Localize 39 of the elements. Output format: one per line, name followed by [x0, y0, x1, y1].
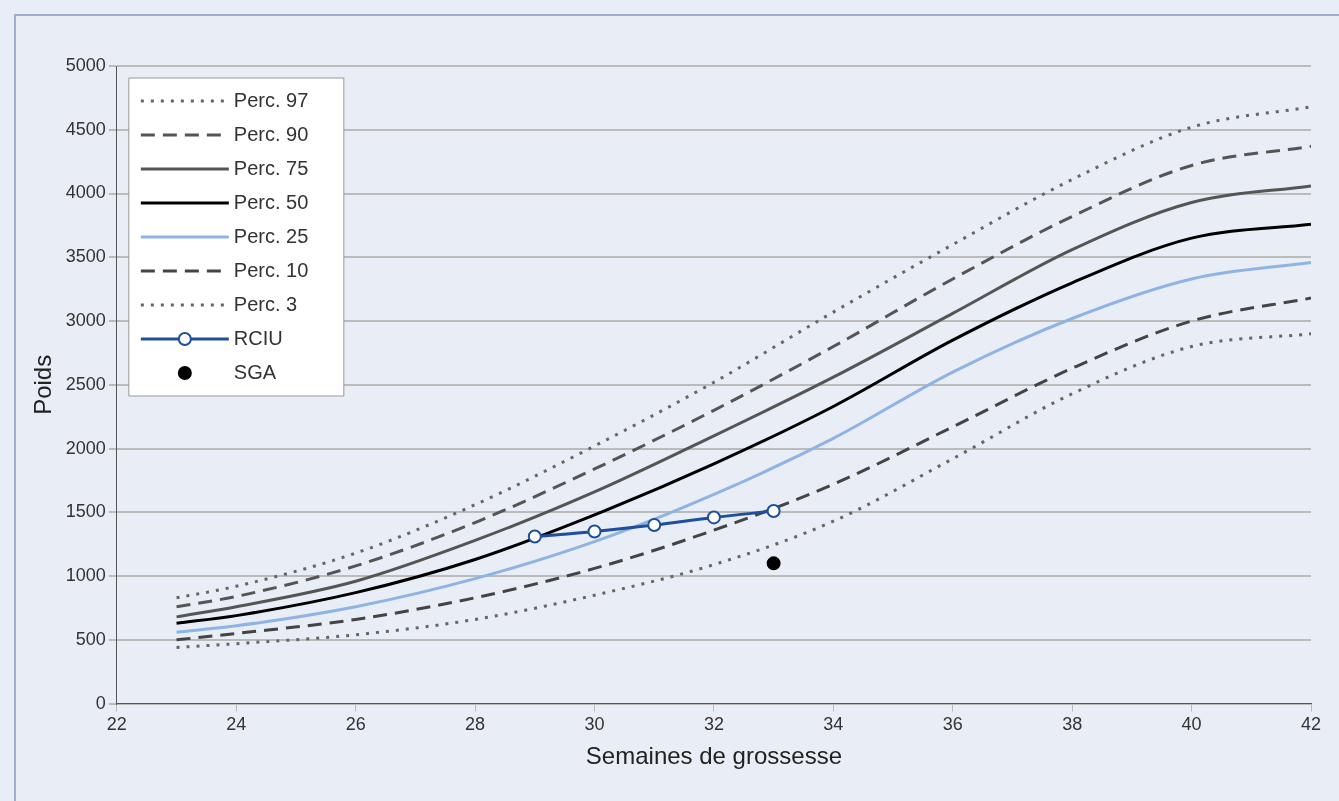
y-tick-label: 4500 — [65, 118, 106, 139]
point — [766, 504, 781, 519]
x-tick-label: 24 — [226, 714, 247, 735]
x-tick-label: 38 — [1062, 714, 1083, 735]
legend-label: Perc. 90 — [233, 122, 309, 145]
point — [766, 556, 781, 571]
y-tick-label: 4000 — [65, 182, 106, 203]
y-tick-label: 2500 — [65, 373, 106, 394]
x-tick-label: 40 — [1181, 714, 1202, 735]
y-tick-label: 3500 — [65, 246, 106, 267]
legend-label: SGA — [233, 360, 277, 383]
y-tick-label: 3000 — [65, 310, 106, 331]
x-axis-title: Semaines de grossesse — [585, 742, 842, 770]
x-tick-label: 36 — [942, 714, 963, 735]
legend-label: Perc. 3 — [233, 292, 298, 315]
legend-label: RCIU — [233, 326, 283, 349]
y-axis-title: Poids — [29, 354, 57, 415]
y-tick-label: 2000 — [65, 437, 106, 458]
point — [706, 510, 721, 525]
legend-label: Perc. 75 — [233, 156, 309, 179]
legend-label: Perc. 25 — [233, 224, 309, 247]
x-tick-label: 28 — [465, 714, 486, 735]
x-tick-label: 42 — [1300, 714, 1322, 735]
legend-label: Perc. 97 — [233, 88, 309, 111]
legend-label: Perc. 10 — [233, 258, 309, 281]
y-tick-label: 5000 — [65, 54, 106, 75]
point — [647, 518, 662, 533]
y-tick-label: 0 — [95, 692, 106, 713]
y-tick-label: 1500 — [65, 501, 106, 522]
x-tick-label: 30 — [584, 714, 605, 735]
legend-label: Perc. 50 — [233, 190, 309, 213]
y-tick-label: 1000 — [65, 565, 106, 586]
x-tick-label: 32 — [703, 714, 724, 735]
point — [527, 529, 542, 544]
x-tick-label: 34 — [823, 714, 844, 735]
x-tick-label: 22 — [106, 714, 127, 735]
x-tick-label: 26 — [345, 714, 366, 735]
point — [587, 524, 602, 539]
y-tick-label: 500 — [75, 628, 106, 649]
